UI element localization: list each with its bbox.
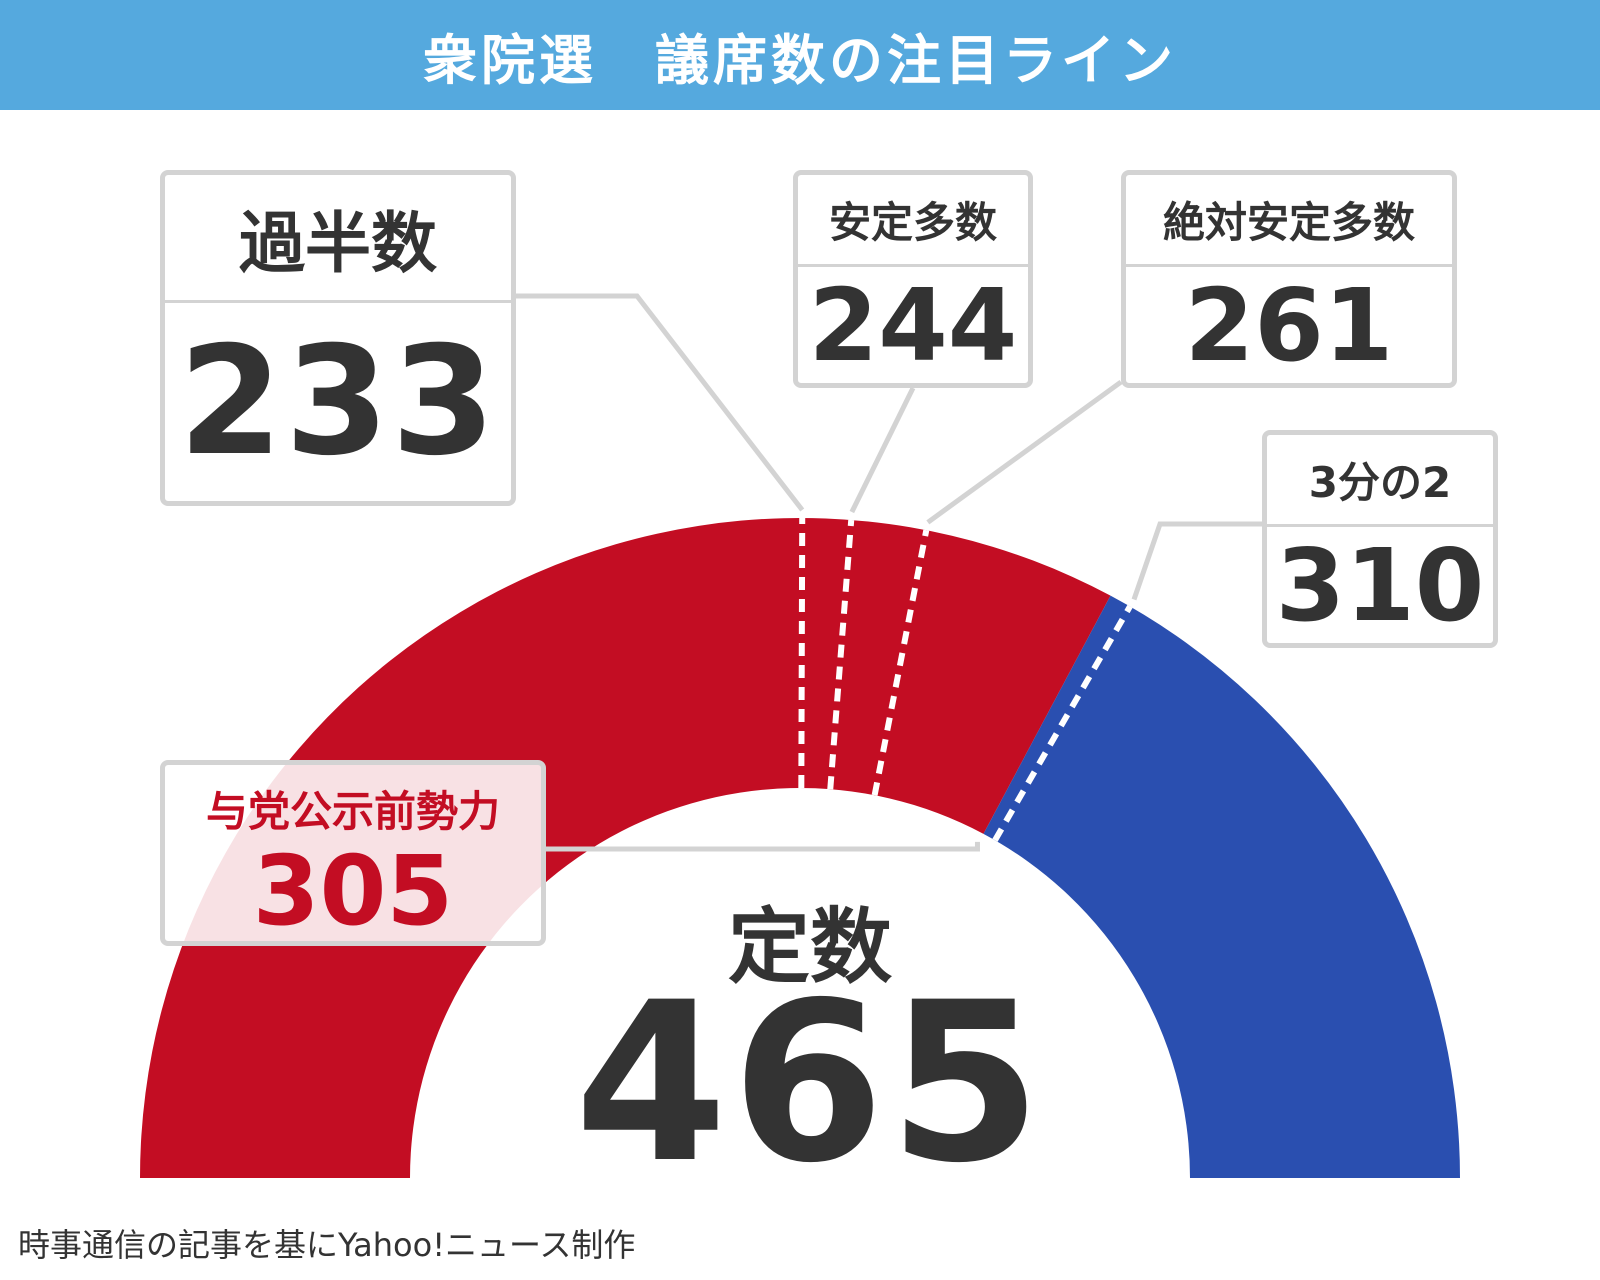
absolute-stable-majority-label: 絶対安定多数 — [1126, 175, 1452, 267]
two-thirds-box: 3分の2 310 — [1262, 430, 1498, 648]
two-thirds-label: 3分の2 — [1267, 435, 1493, 527]
ruling-coalition-value: 305 — [252, 835, 454, 946]
ruling-seats-arc — [140, 517, 1111, 1178]
majority-label: 過半数 — [165, 175, 511, 303]
two-thirds-value: 310 — [1275, 526, 1485, 644]
majority-box: 過半数 233 — [160, 170, 516, 506]
majority-connector — [516, 293, 805, 512]
total-seats-value: 465 — [574, 955, 1046, 1211]
stable-majority-value: 244 — [808, 266, 1018, 384]
absolute-stable-majority-dash-line — [871, 529, 930, 796]
ruling-coalition-connector — [546, 841, 980, 852]
stable-majority-dash-line — [827, 519, 855, 790]
two-thirds-connector — [1131, 521, 1262, 601]
total-seats-label: 定数 — [727, 900, 892, 995]
ruling-coalition-label: 与党公示前勢力 — [205, 786, 500, 836]
majority-dash-line — [798, 517, 806, 789]
stable-majority-box: 安定多数 244 — [793, 170, 1033, 388]
stable-majority-label: 安定多数 — [798, 175, 1028, 267]
header-bar: 衆院選 議席数の注目ライン — [0, 0, 1600, 110]
majority-value: 233 — [178, 315, 498, 489]
absolute-stable-majority-connector — [926, 379, 1123, 525]
two-thirds-dash-line — [992, 604, 1133, 842]
other-seats-arc — [983, 595, 1460, 1178]
absolute-stable-majority-value: 261 — [1184, 266, 1394, 384]
source-credit: 時事通信の記事を基にYahoo!ニュース制作 — [18, 1226, 636, 1264]
stable-majority-connector — [849, 386, 916, 514]
ruling-coalition-box: 与党公示前勢力 305 — [160, 760, 546, 946]
chart-title: 衆院選 議席数の注目ライン — [423, 28, 1177, 92]
absolute-stable-majority-box: 絶対安定多数 261 — [1121, 170, 1457, 388]
